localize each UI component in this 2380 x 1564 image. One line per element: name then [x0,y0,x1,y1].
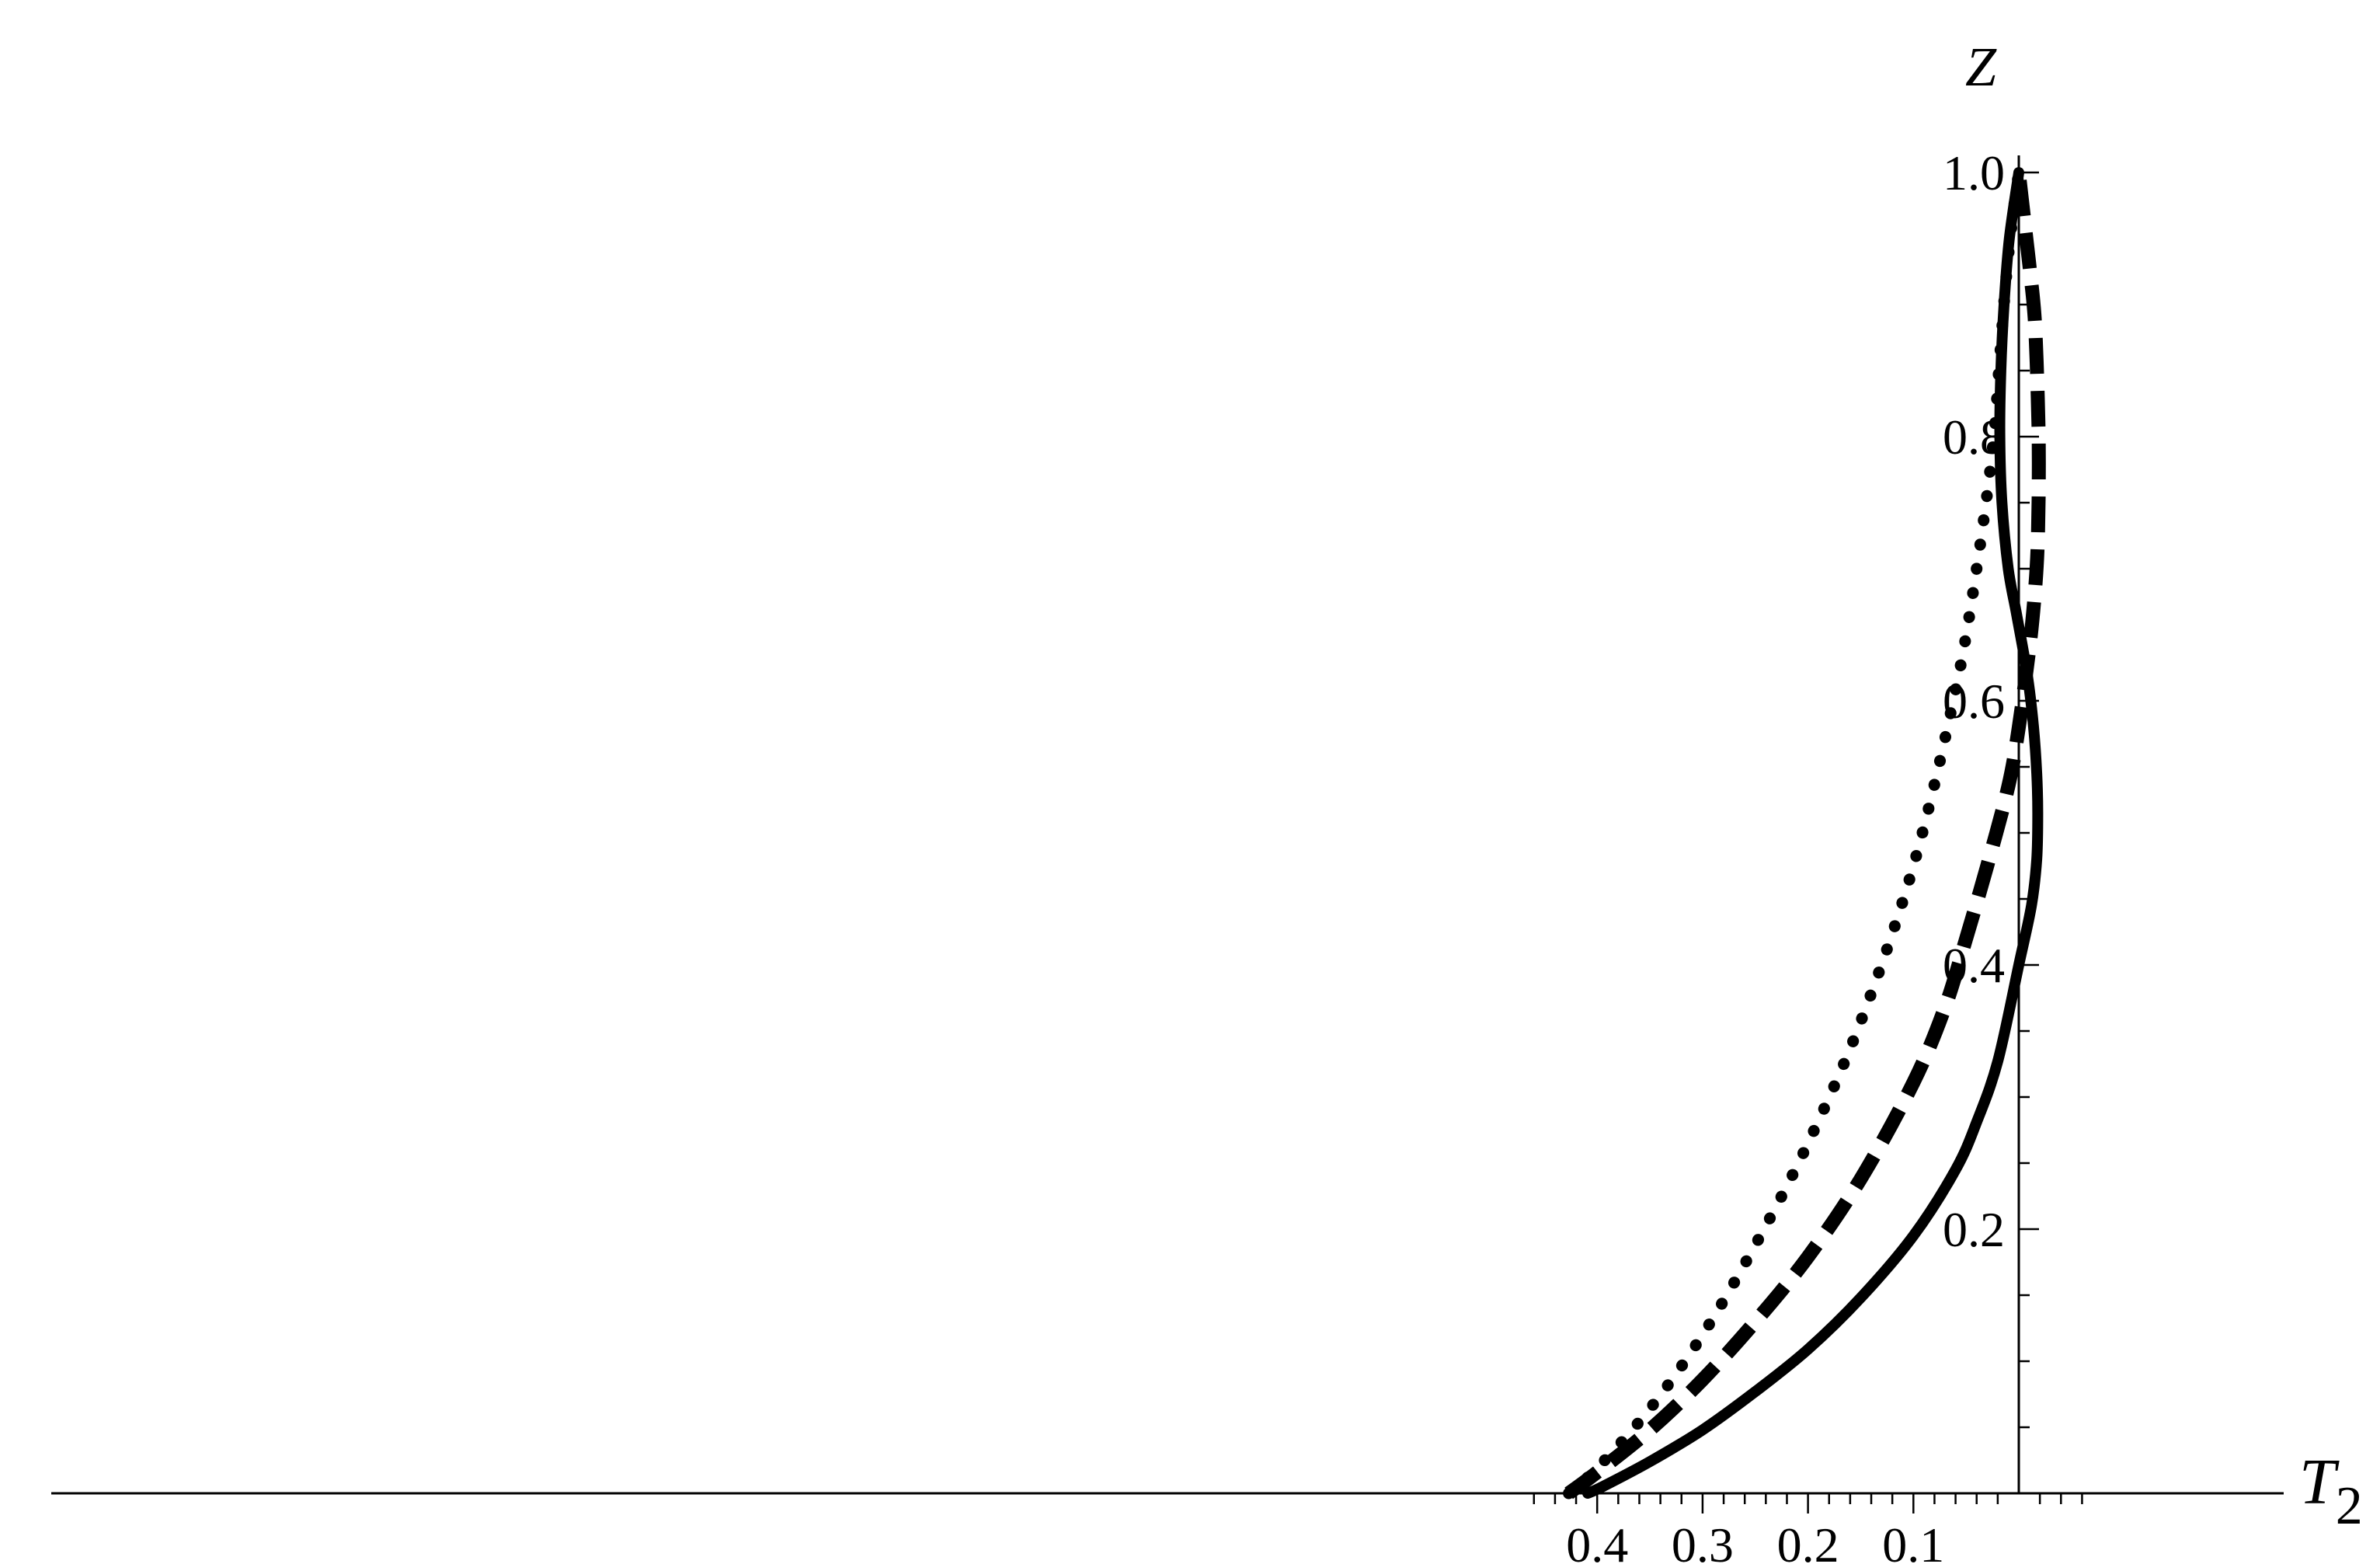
x-axis-label: T2 [2299,1446,2363,1536]
y-tick-label: 0.4 [1943,938,2005,993]
x-tick-label: 0.4 [1566,1517,1628,1564]
series-line-dashed [1564,172,2046,1500]
y-tick-label: 0.6 [1943,674,2005,729]
y-tick-label: 1.0 [1943,145,2005,200]
series-line-dotted [1563,166,2025,1500]
y-tick-label: 0.8 [1943,409,2005,465]
y-ticks: 0.2 0.4 0.6 0.8 1.0 [1943,145,2039,1429]
x-tick-label: 0.3 [1672,1517,1734,1564]
series-line-solid [1582,167,2044,1499]
data-series-group [1563,166,2046,1500]
y-axis-label: Z [1965,36,1997,98]
x-tick-label: 0.2 [1777,1517,1839,1564]
y-tick-label: 0.2 [1943,1202,2005,1257]
x-ticks: 0.4 0.3 0.2 0.1 [1533,1493,2083,1564]
x-axis-label-main: T [2299,1446,2340,1518]
x-axis-label-subscript: 2 [2336,1476,2363,1536]
axes: 0.4 0.3 0.2 0.1 0.2 0.4 0.6 0.8 1.0 [51,145,2284,1564]
x-tick-label: 0.1 [1882,1517,1944,1564]
